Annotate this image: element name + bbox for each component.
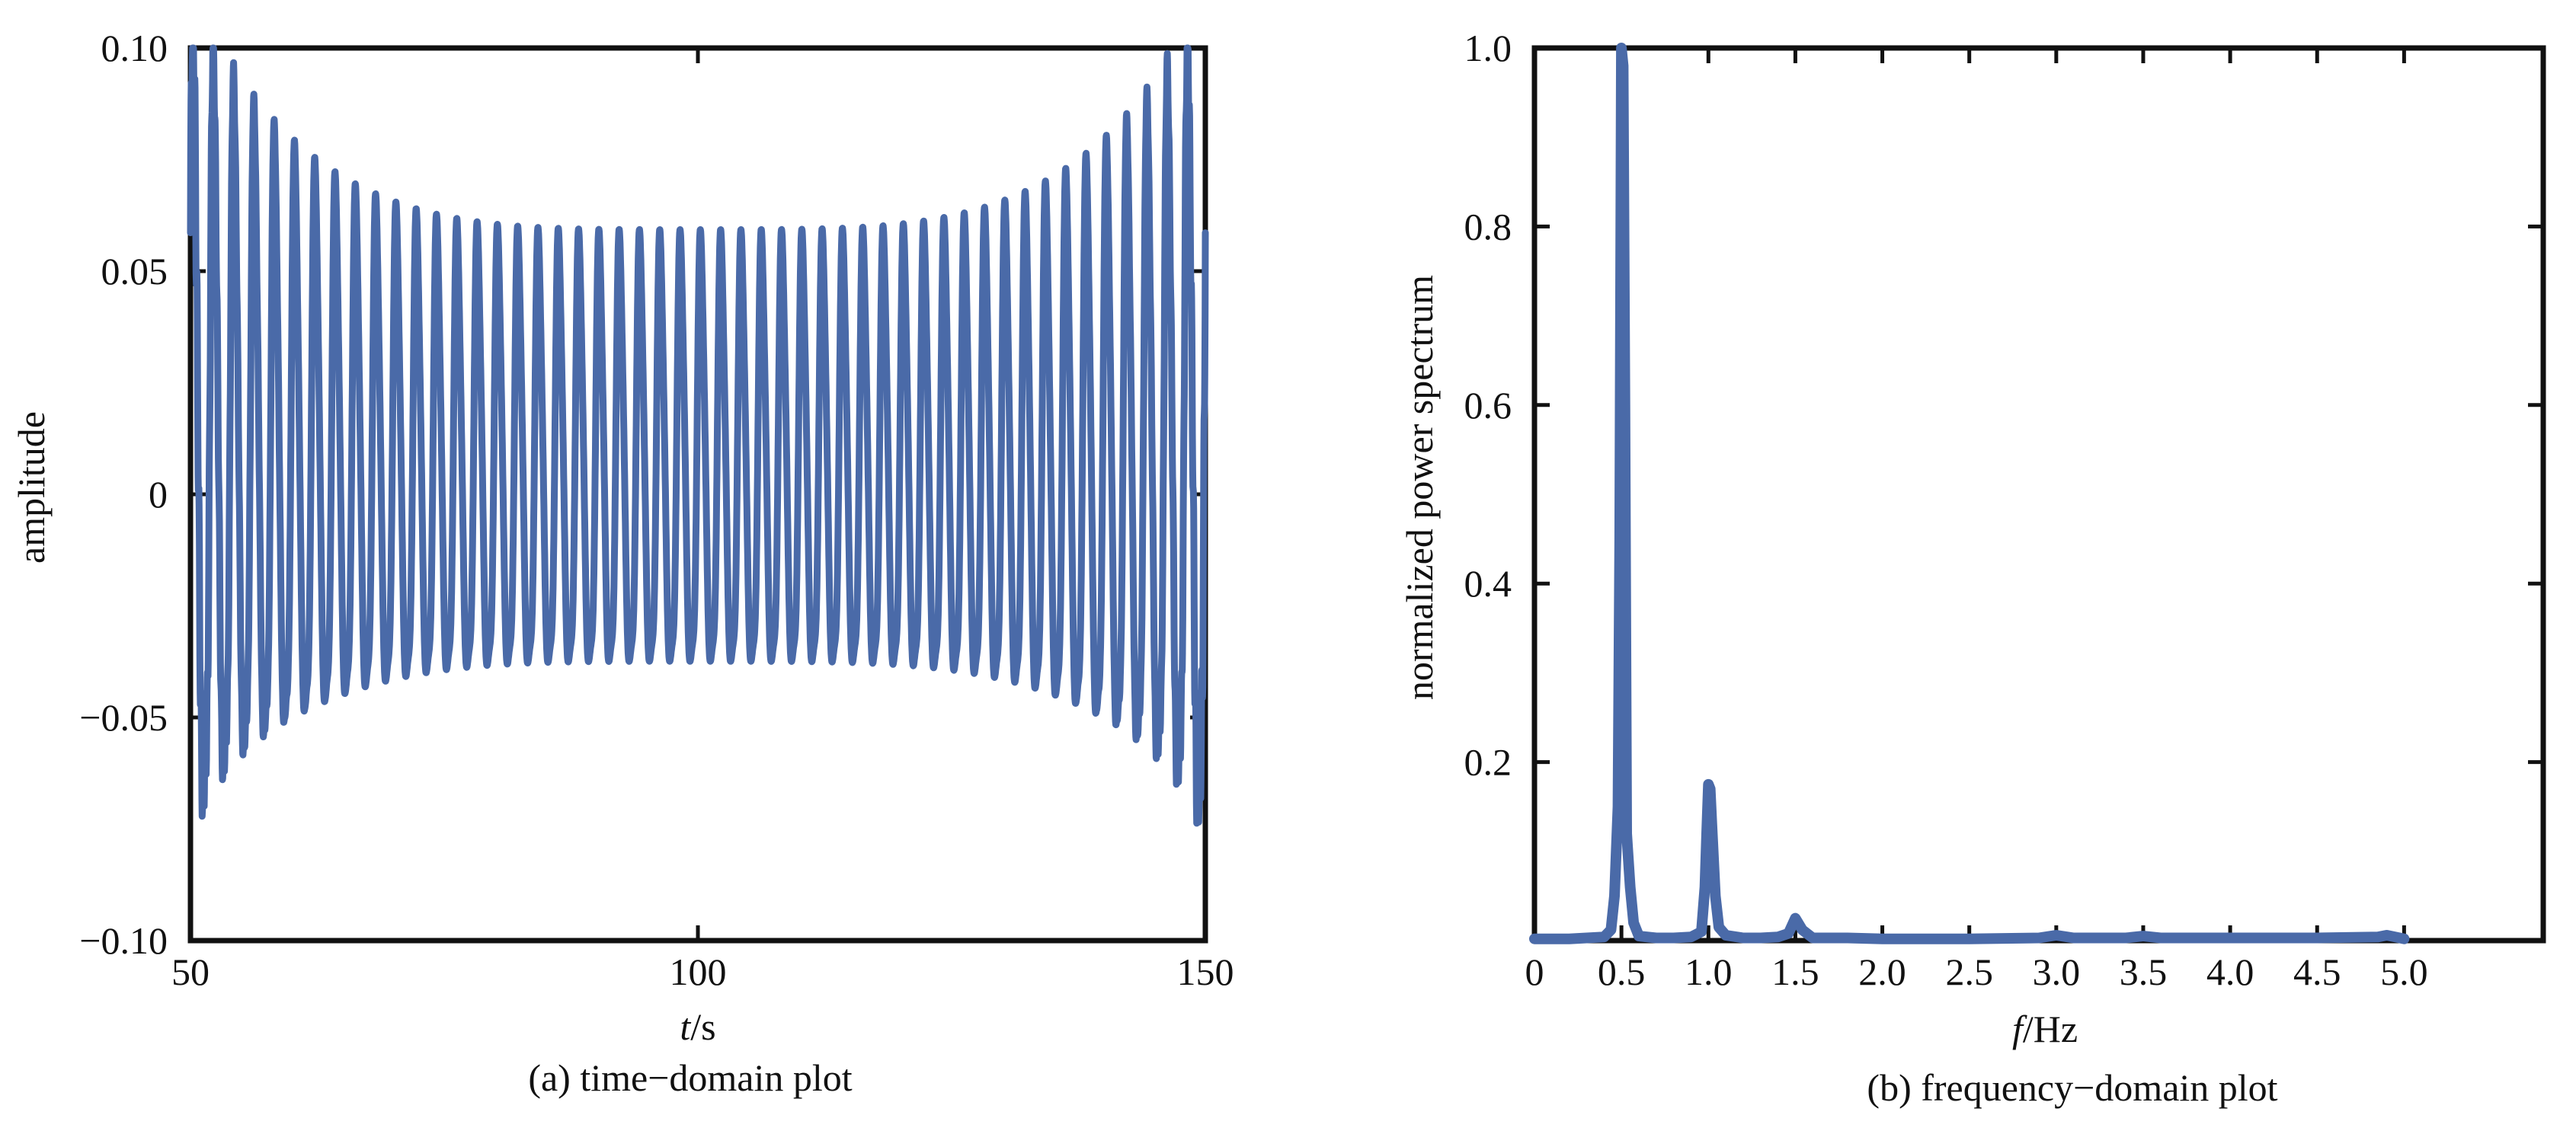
time-domain-caption: (a) time−domain plot bbox=[528, 1056, 852, 1099]
time-domain-x-tick-label: 150 bbox=[1177, 950, 1234, 993]
frequency-domain-spectrum-line bbox=[1529, 43, 2410, 944]
time-domain-signal-group bbox=[187, 44, 1209, 827]
time-domain-x-axis-unit: /s bbox=[690, 1005, 715, 1048]
frequency-domain-x-tick-label: 1.0 bbox=[1685, 950, 1733, 993]
frequency-domain-x-tick-label: 4.5 bbox=[2293, 950, 2341, 993]
time-domain-y-tick-label: 0.05 bbox=[101, 250, 168, 292]
frequency-domain-x-tick-label: 3.5 bbox=[2120, 950, 2168, 993]
frequency-domain-x-tick-label: 4.0 bbox=[2206, 950, 2254, 993]
frequency-domain-panel: 0 0.5 1.0 1.5 2.0 2.5 3.0 3.5 4.0 4.5 5.0 1.0 0.8 0.6… bbox=[1398, 27, 2546, 1109]
frequency-domain-x-tick-label: 0 bbox=[1525, 950, 1544, 993]
frequency-domain-y-axis-title: normalized power spectrum bbox=[1398, 275, 1441, 700]
frequency-domain-x-tick-label: 1.5 bbox=[1771, 950, 1819, 993]
frequency-domain-x-tick-label: 2.5 bbox=[1945, 950, 1993, 993]
time-domain-x-axis-symbol: t bbox=[680, 1005, 691, 1048]
time-domain-y-tick-label: 0 bbox=[149, 473, 168, 516]
frequency-domain-plot-frame bbox=[1531, 45, 2546, 944]
frequency-domain-ticks bbox=[1532, 46, 2543, 941]
time-domain-tick-labels: 50 100 150 0.10 0.05 0 −0.05 −0.10 bbox=[79, 27, 1234, 993]
frequency-domain-spectrum-group bbox=[1529, 43, 2410, 944]
frequency-domain-x-tick-label: 3.0 bbox=[2033, 950, 2081, 993]
time-domain-panel: 50 100 150 0.10 0.05 0 −0.05 −0.10 t/s amplitud… bbox=[10, 27, 1234, 1099]
time-domain-x-tick-label: 50 bbox=[171, 950, 210, 993]
frequency-domain-y-tick-label: 0.8 bbox=[1464, 205, 1512, 248]
frequency-domain-x-tick-label: 5.0 bbox=[2380, 950, 2428, 993]
frequency-domain-x-axis-title: f/Hz bbox=[2012, 1008, 2078, 1050]
time-domain-signal-line bbox=[187, 44, 1209, 827]
frequency-domain-y-tick-label: 1.0 bbox=[1464, 27, 1512, 69]
time-domain-y-tick-label: −0.10 bbox=[79, 919, 168, 962]
frequency-domain-tick-labels: 0 0.5 1.0 1.5 2.0 2.5 3.0 3.5 4.0 4.5 5.0 1.0 0.8 0.6… bbox=[1464, 27, 2428, 993]
time-domain-y-axis-title: amplitude bbox=[10, 411, 53, 564]
time-domain-x-axis-title: t/s bbox=[680, 1005, 715, 1048]
frequency-domain-x-axis-unit: /Hz bbox=[2023, 1008, 2078, 1050]
frequency-domain-y-tick-label: 0.4 bbox=[1464, 562, 1512, 605]
time-domain-y-tick-label: 0.10 bbox=[101, 27, 168, 69]
frequency-domain-x-tick-label: 2.0 bbox=[1858, 950, 1906, 993]
frequency-domain-x-tick-label: 0.5 bbox=[1598, 950, 1646, 993]
frequency-domain-y-tick-label: 0.6 bbox=[1464, 384, 1512, 427]
frequency-domain-caption: (b) frequency−domain plot bbox=[1867, 1066, 2277, 1109]
frequency-domain-y-tick-label: 0.2 bbox=[1464, 741, 1512, 784]
time-domain-y-tick-label: −0.05 bbox=[79, 696, 168, 739]
time-domain-x-tick-label: 100 bbox=[670, 950, 727, 993]
